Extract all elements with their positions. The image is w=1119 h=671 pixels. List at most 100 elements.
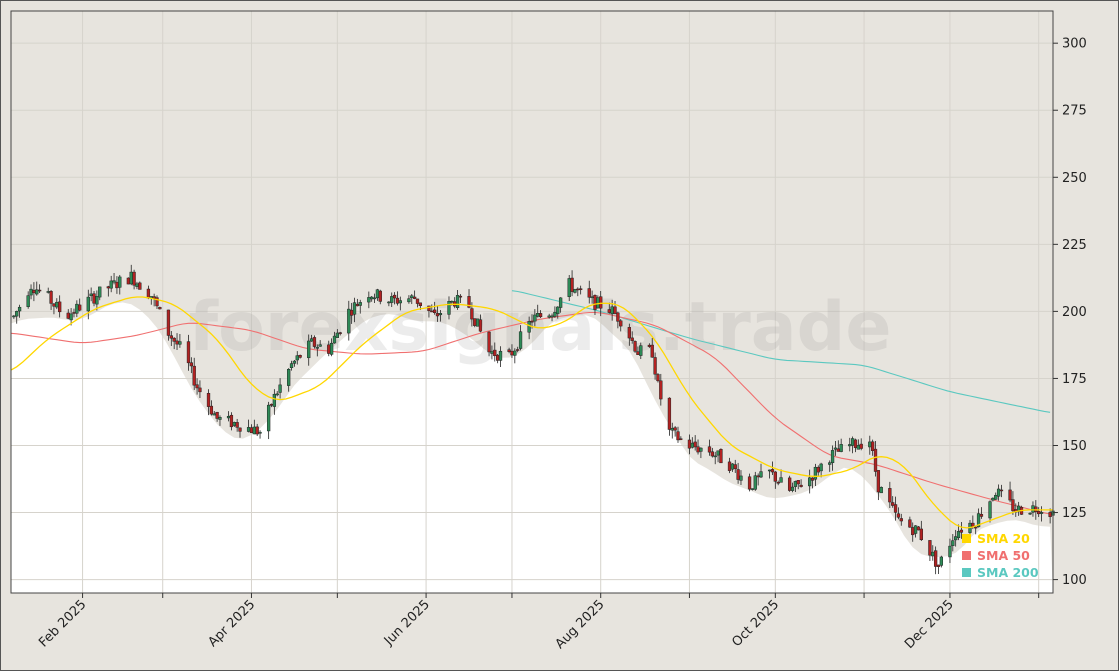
candle-body (568, 278, 571, 296)
candle (313, 335, 316, 348)
candle-body (110, 281, 113, 288)
candle-body (679, 439, 682, 440)
candle-body (488, 332, 491, 352)
candle-body (35, 290, 38, 294)
candle-body (130, 272, 133, 284)
candle-body (253, 427, 256, 434)
candle-body (960, 530, 963, 532)
candle-body (136, 284, 139, 287)
candle-body (628, 327, 631, 338)
candle-body (330, 343, 333, 354)
candle-body (15, 311, 18, 316)
candle-body (848, 444, 851, 445)
candle-body (47, 291, 50, 292)
candle (657, 373, 660, 382)
candle-body (93, 294, 96, 303)
candle-body (370, 297, 373, 299)
candle-body (551, 316, 554, 317)
candle-body (416, 299, 419, 304)
candle-body (113, 281, 116, 282)
candle-body (591, 297, 594, 298)
candle (917, 526, 920, 531)
candle-body (256, 427, 259, 434)
candle-body (176, 341, 179, 344)
candle-body (900, 518, 903, 521)
candle-body (657, 374, 660, 380)
candle-body (499, 351, 502, 360)
candle-body (98, 287, 101, 297)
candle-body (840, 444, 843, 451)
candle-body (230, 415, 233, 427)
candle-body (379, 291, 382, 301)
candle-body (699, 448, 702, 451)
candle-body (236, 422, 239, 427)
candle-body (651, 345, 654, 357)
candle (138, 281, 141, 289)
candle-body (33, 290, 36, 293)
candle-body (760, 472, 763, 477)
candle-body (556, 307, 559, 314)
candle-body (994, 495, 997, 499)
candle-body (410, 296, 413, 298)
candle-body (216, 412, 219, 418)
candle-body (677, 432, 680, 440)
candle-body (1037, 511, 1040, 514)
candle-body (408, 299, 411, 302)
candle-body (367, 297, 370, 302)
candle-body (250, 428, 253, 433)
y-tick-label: 300 (1062, 37, 1087, 52)
candle-body (193, 366, 196, 385)
candle-body (934, 551, 937, 567)
candle-body (791, 487, 794, 491)
candle-body (536, 313, 539, 316)
candle-body (267, 405, 270, 431)
candle-body (190, 363, 193, 366)
candle-body (393, 295, 396, 298)
candle-body (831, 450, 834, 462)
candle-body (473, 319, 476, 326)
candle-body (897, 514, 900, 518)
candle-body (997, 489, 1000, 496)
candle-body (554, 312, 557, 316)
candle (473, 318, 476, 327)
candle-body (233, 422, 236, 425)
candle-body (559, 298, 562, 308)
candle-body (476, 319, 479, 326)
candle-body (158, 307, 161, 309)
candle-body (347, 309, 350, 333)
y-tick-label: 100 (1062, 573, 1087, 588)
candle-body (339, 333, 342, 334)
candle-body (737, 470, 740, 480)
candle-body (147, 289, 150, 298)
candle-body (12, 316, 15, 317)
candle-body (688, 440, 691, 448)
candle-body (989, 502, 992, 518)
candle-body (648, 345, 651, 346)
candle-body (87, 297, 90, 311)
candle-body (740, 476, 743, 480)
candle-body (888, 488, 891, 502)
candle-body (327, 345, 330, 354)
candle-body (708, 447, 711, 452)
candle-body (980, 514, 983, 516)
candle-body (820, 464, 823, 471)
candle-body (187, 342, 190, 363)
candle-body (138, 283, 141, 290)
candle (720, 448, 723, 463)
candle-body (694, 442, 697, 447)
candle-body (387, 302, 390, 303)
candle-body (1000, 490, 1003, 491)
legend-swatch (962, 551, 971, 560)
candle-body (1009, 490, 1012, 500)
candle-body (290, 364, 293, 368)
candle-body (528, 321, 531, 332)
candle-body (868, 442, 871, 447)
candle-body (1049, 512, 1052, 516)
candle-body (734, 465, 737, 469)
candle-body (631, 338, 634, 341)
candle-body (213, 414, 216, 415)
candle-body (748, 477, 751, 489)
candle-body (356, 304, 359, 306)
candle-body (654, 357, 657, 374)
candle-body (671, 428, 674, 430)
